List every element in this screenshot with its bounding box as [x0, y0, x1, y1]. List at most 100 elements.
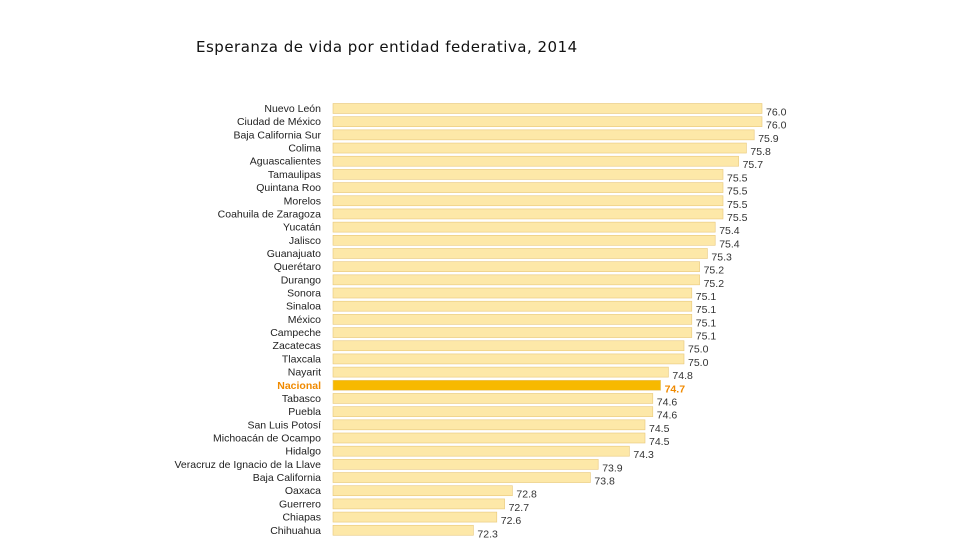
category-label: Nacional — [277, 380, 321, 392]
value-label: 72.6 — [501, 515, 522, 527]
category-label: Durango — [281, 274, 321, 286]
category-label: Oaxaca — [285, 485, 321, 497]
category-label: Aguascalientes — [250, 156, 321, 168]
category-label: Nayarit — [288, 367, 321, 379]
bar-baja-california-sur — [332, 129, 755, 141]
category-label: Morelos — [284, 195, 321, 207]
bar-morelos — [332, 195, 724, 207]
category-label: Quintana Roo — [256, 182, 321, 194]
value-label: 76.0 — [766, 120, 787, 132]
category-label: Chihuahua — [270, 525, 321, 537]
value-label: 75.9 — [758, 133, 779, 145]
category-label: Guerrero — [279, 498, 321, 510]
bar-tabasco — [332, 393, 654, 404]
category-label: Jalisco — [289, 235, 321, 247]
value-label: 75.8 — [750, 146, 771, 158]
category-label: Baja California Sur — [233, 129, 321, 141]
value-label: 74.5 — [649, 423, 670, 435]
value-label: 76.0 — [766, 107, 787, 119]
category-label: San Luis Potosí — [247, 419, 321, 431]
value-label: 75.0 — [688, 344, 709, 356]
value-label: 75.5 — [727, 199, 748, 211]
category-label: Coahuila de Zaragoza — [218, 208, 321, 220]
category-label: Sinaloa — [286, 301, 321, 313]
value-label: 75.3 — [711, 251, 732, 263]
bar-guerrero — [332, 498, 505, 510]
bar-durango — [332, 274, 700, 286]
category-label: Nuevo León — [264, 103, 321, 115]
bar-aguascalientes — [332, 155, 739, 167]
value-label: 75.5 — [727, 186, 748, 198]
chart-title: Esperanza de vida por entidad federativa… — [196, 38, 578, 56]
bar-oaxaca — [332, 485, 513, 497]
bar-baja-california — [332, 472, 591, 483]
bar-colima — [332, 142, 747, 154]
bar-m-xico — [332, 314, 693, 325]
value-label: 74.6 — [657, 396, 678, 408]
bar-michoac-n-de-ocampo — [332, 432, 646, 444]
value-label: 72.8 — [516, 489, 537, 501]
category-label: Chiapas — [282, 512, 321, 524]
category-label: Hidalgo — [285, 446, 321, 458]
bar-chihuahua — [332, 524, 474, 536]
value-label: 75.5 — [727, 172, 748, 184]
category-label: Colima — [288, 143, 321, 155]
value-label: 74.8 — [672, 370, 693, 382]
category-label: México — [288, 314, 321, 326]
category-label: Zacatecas — [273, 340, 321, 352]
category-label: Tabasco — [282, 393, 321, 405]
value-label: 74.6 — [657, 410, 678, 422]
category-label: Campeche — [270, 327, 321, 339]
category-label: Sonora — [287, 288, 321, 300]
value-label: 72.7 — [509, 502, 530, 514]
bar-nuevo-le-n — [332, 103, 763, 114]
bar-veracruz-de-ignacio-de-la-llave — [332, 459, 599, 470]
value-label: 75.4 — [719, 238, 740, 250]
value-label: 75.4 — [719, 225, 740, 237]
category-label: Querétaro — [274, 261, 321, 273]
value-label: 75.1 — [696, 291, 717, 303]
bar-tlaxcala — [332, 353, 685, 365]
bar-jalisco — [332, 235, 716, 246]
value-label: 74.3 — [633, 449, 654, 461]
bar-sinaloa — [332, 300, 693, 312]
category-label: Yucatán — [283, 222, 321, 234]
bar-campeche — [332, 327, 693, 338]
bar-quintana-roo — [332, 182, 724, 193]
category-label: Baja California — [253, 472, 321, 484]
bar-tamaulipas — [332, 169, 724, 180]
category-label: Tlaxcala — [282, 353, 321, 365]
bar-nacional — [332, 379, 661, 391]
bar-sonora — [332, 287, 693, 299]
value-label: 75.2 — [704, 278, 725, 290]
value-label: 72.3 — [477, 528, 498, 540]
bar-san-luis-potos- — [332, 419, 646, 431]
value-label: 75.0 — [688, 357, 709, 369]
value-label: 75.1 — [696, 304, 717, 316]
bar-chiapas — [332, 511, 498, 523]
category-label: Ciudad de México — [237, 116, 321, 128]
bar-puebla — [332, 406, 654, 417]
category-label: Guanajuato — [267, 248, 321, 260]
bar-hidalgo — [332, 445, 630, 457]
bar-coahuila-de-zaragoza — [332, 208, 724, 220]
value-label: 73.8 — [594, 476, 615, 488]
value-label: 75.1 — [696, 331, 717, 343]
bar-guanajuato — [332, 248, 708, 259]
bar-quer-taro — [332, 261, 700, 272]
category-label: Tamaulipas — [268, 169, 321, 181]
category-label: Veracruz de Ignacio de la Llave — [174, 459, 321, 471]
bar-yucat-n — [332, 221, 716, 233]
value-label: 73.9 — [602, 462, 623, 474]
category-label: Michoacán de Ocampo — [213, 433, 321, 445]
value-label: 74.7 — [665, 383, 686, 395]
bar-zacatecas — [332, 340, 685, 352]
value-label: 74.5 — [649, 436, 670, 448]
bar-ciudad-de-m-xico — [332, 116, 763, 127]
bar-nayarit — [332, 366, 669, 378]
value-label: 75.7 — [743, 159, 764, 171]
value-label: 75.1 — [696, 317, 717, 329]
value-label: 75.2 — [704, 265, 725, 277]
category-label: Puebla — [288, 406, 321, 418]
